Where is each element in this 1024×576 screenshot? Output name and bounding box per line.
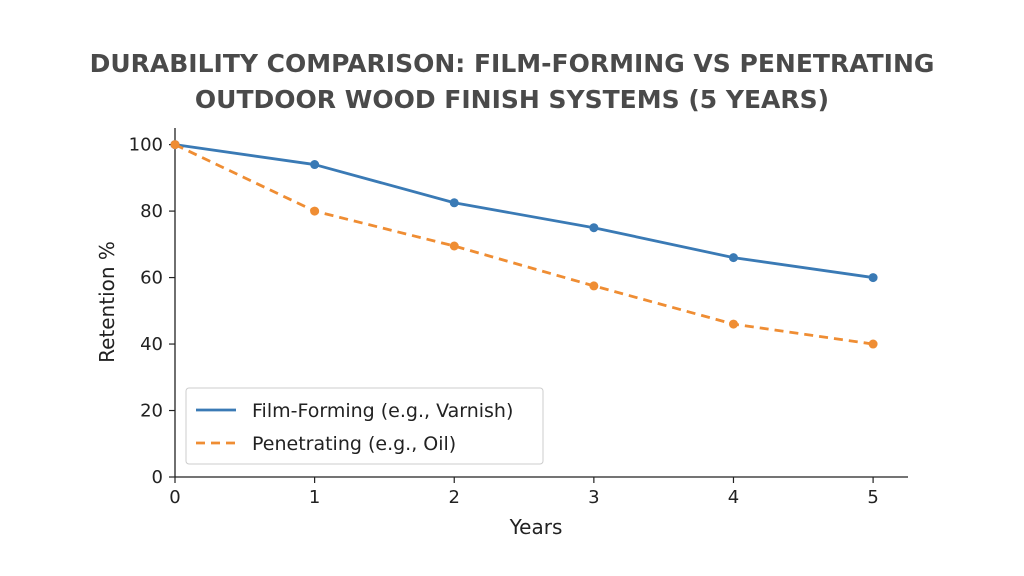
x-axis-label: Years	[509, 515, 563, 539]
y-tick-label: 20	[140, 401, 163, 422]
data-point-penetrating	[310, 206, 320, 216]
legend-label-film-forming: Film-Forming (e.g., Varnish)	[252, 400, 513, 422]
data-point-penetrating	[449, 241, 459, 251]
x-tick-label: 1	[309, 487, 320, 508]
chart-title-line-1: DURABILITY COMPARISON: FILM-FORMING VS P…	[90, 49, 935, 78]
x-tick-label: 5	[867, 487, 878, 508]
data-point-penetrating	[868, 339, 878, 349]
data-point-penetrating	[728, 319, 738, 329]
legend: Film-Forming (e.g., Varnish) Penetrating…	[185, 387, 544, 465]
chart-title-line-2: OUTDOOR WOOD FINISH SYSTEMS (5 YEARS)	[195, 85, 829, 114]
data-point-film-forming	[728, 253, 738, 263]
y-axis-label: Retention %	[95, 241, 119, 363]
x-tick-label: 2	[449, 487, 460, 508]
y-tick-label: 80	[140, 201, 163, 222]
y-tick-label: 100	[129, 135, 163, 156]
series-line-penetrating	[174, 143, 874, 346]
x-tick-label: 0	[169, 487, 180, 508]
data-point-penetrating	[589, 281, 599, 291]
data-point-film-forming	[868, 273, 878, 283]
data-point-film-forming	[310, 160, 320, 170]
y-tick-label: 0	[152, 467, 163, 488]
data-point-film-forming	[449, 198, 459, 208]
y-tick-label: 60	[140, 268, 163, 289]
legend-box	[185, 387, 544, 465]
y-tick-label: 40	[140, 334, 163, 355]
series-line-film-forming	[174, 143, 874, 279]
x-tick-label: 3	[588, 487, 599, 508]
series-group	[170, 140, 878, 349]
legend-label-penetrating: Penetrating (e.g., Oil)	[252, 433, 456, 455]
data-point-film-forming	[589, 223, 599, 233]
data-point-penetrating	[170, 140, 180, 150]
x-tick-label: 4	[728, 487, 739, 508]
